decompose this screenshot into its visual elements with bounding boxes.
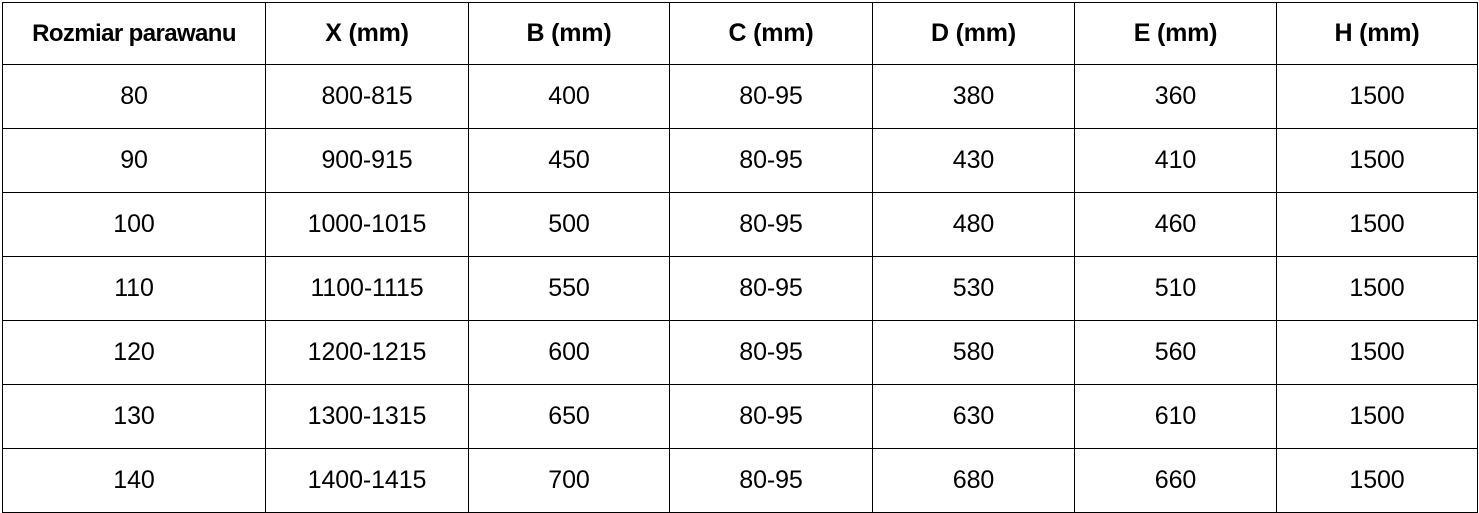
cell-size: 100 xyxy=(2,192,266,257)
cell-e: 360 xyxy=(1074,64,1277,129)
cell-h: 1500 xyxy=(1276,384,1478,449)
cell-h: 1500 xyxy=(1276,64,1478,129)
cell-d: 380 xyxy=(872,64,1075,129)
cell-x: 800-815 xyxy=(265,64,469,129)
cell-size: 130 xyxy=(2,384,266,449)
cell-d: 580 xyxy=(872,320,1075,385)
cell-e: 510 xyxy=(1074,256,1277,321)
cell-x: 1100-1115 xyxy=(265,256,469,321)
table-row: 120 1200-1215 600 80-95 580 560 1500 xyxy=(2,320,1478,385)
cell-c: 80-95 xyxy=(669,192,873,257)
column-header-h: H (mm) xyxy=(1276,2,1478,65)
cell-x: 1000-1015 xyxy=(265,192,469,257)
cell-c: 80-95 xyxy=(669,448,873,513)
cell-x: 1200-1215 xyxy=(265,320,469,385)
cell-h: 1500 xyxy=(1276,256,1478,321)
cell-d: 480 xyxy=(872,192,1075,257)
table-body: 80 800-815 400 80-95 380 360 1500 90 900… xyxy=(2,64,1478,513)
column-header-c: C (mm) xyxy=(669,2,873,65)
cell-e: 660 xyxy=(1074,448,1277,513)
cell-c: 80-95 xyxy=(669,128,873,193)
cell-e: 410 xyxy=(1074,128,1277,193)
cell-h: 1500 xyxy=(1276,320,1478,385)
cell-b: 700 xyxy=(468,448,670,513)
table-row: 130 1300-1315 650 80-95 630 610 1500 xyxy=(2,384,1478,449)
table-header-row: Rozmiar parawanu X (mm) B (mm) C (mm) D … xyxy=(2,2,1478,65)
cell-b: 400 xyxy=(468,64,670,129)
table-row: 90 900-915 450 80-95 430 410 1500 xyxy=(2,128,1478,193)
cell-d: 430 xyxy=(872,128,1075,193)
cell-d: 530 xyxy=(872,256,1075,321)
cell-c: 80-95 xyxy=(669,384,873,449)
cell-e: 460 xyxy=(1074,192,1277,257)
cell-x: 1300-1315 xyxy=(265,384,469,449)
cell-c: 80-95 xyxy=(669,64,873,129)
cell-e: 610 xyxy=(1074,384,1277,449)
cell-x: 1400-1415 xyxy=(265,448,469,513)
cell-c: 80-95 xyxy=(669,320,873,385)
cell-d: 630 xyxy=(872,384,1075,449)
table-row: 100 1000-1015 500 80-95 480 460 1500 xyxy=(2,192,1478,257)
cell-d: 680 xyxy=(872,448,1075,513)
column-header-b: B (mm) xyxy=(468,2,670,65)
cell-size: 110 xyxy=(2,256,266,321)
cell-size: 90 xyxy=(2,128,266,193)
cell-size: 120 xyxy=(2,320,266,385)
column-header-size: Rozmiar parawanu xyxy=(2,2,266,65)
table-row: 110 1100-1115 550 80-95 530 510 1500 xyxy=(2,256,1478,321)
table-header: Rozmiar parawanu X (mm) B (mm) C (mm) D … xyxy=(2,2,1478,65)
cell-h: 1500 xyxy=(1276,128,1478,193)
table-row: 80 800-815 400 80-95 380 360 1500 xyxy=(2,64,1478,129)
cell-e: 560 xyxy=(1074,320,1277,385)
cell-b: 450 xyxy=(468,128,670,193)
table-row: 140 1400-1415 700 80-95 680 660 1500 xyxy=(2,448,1478,513)
cell-b: 650 xyxy=(468,384,670,449)
cell-size: 140 xyxy=(2,448,266,513)
cell-b: 550 xyxy=(468,256,670,321)
column-header-x: X (mm) xyxy=(265,2,469,65)
column-header-d: D (mm) xyxy=(872,2,1075,65)
cell-x: 900-915 xyxy=(265,128,469,193)
column-header-e: E (mm) xyxy=(1074,2,1277,65)
cell-b: 500 xyxy=(468,192,670,257)
cell-size: 80 xyxy=(2,64,266,129)
cell-c: 80-95 xyxy=(669,256,873,321)
cell-h: 1500 xyxy=(1276,448,1478,513)
cell-b: 600 xyxy=(468,320,670,385)
cell-h: 1500 xyxy=(1276,192,1478,257)
